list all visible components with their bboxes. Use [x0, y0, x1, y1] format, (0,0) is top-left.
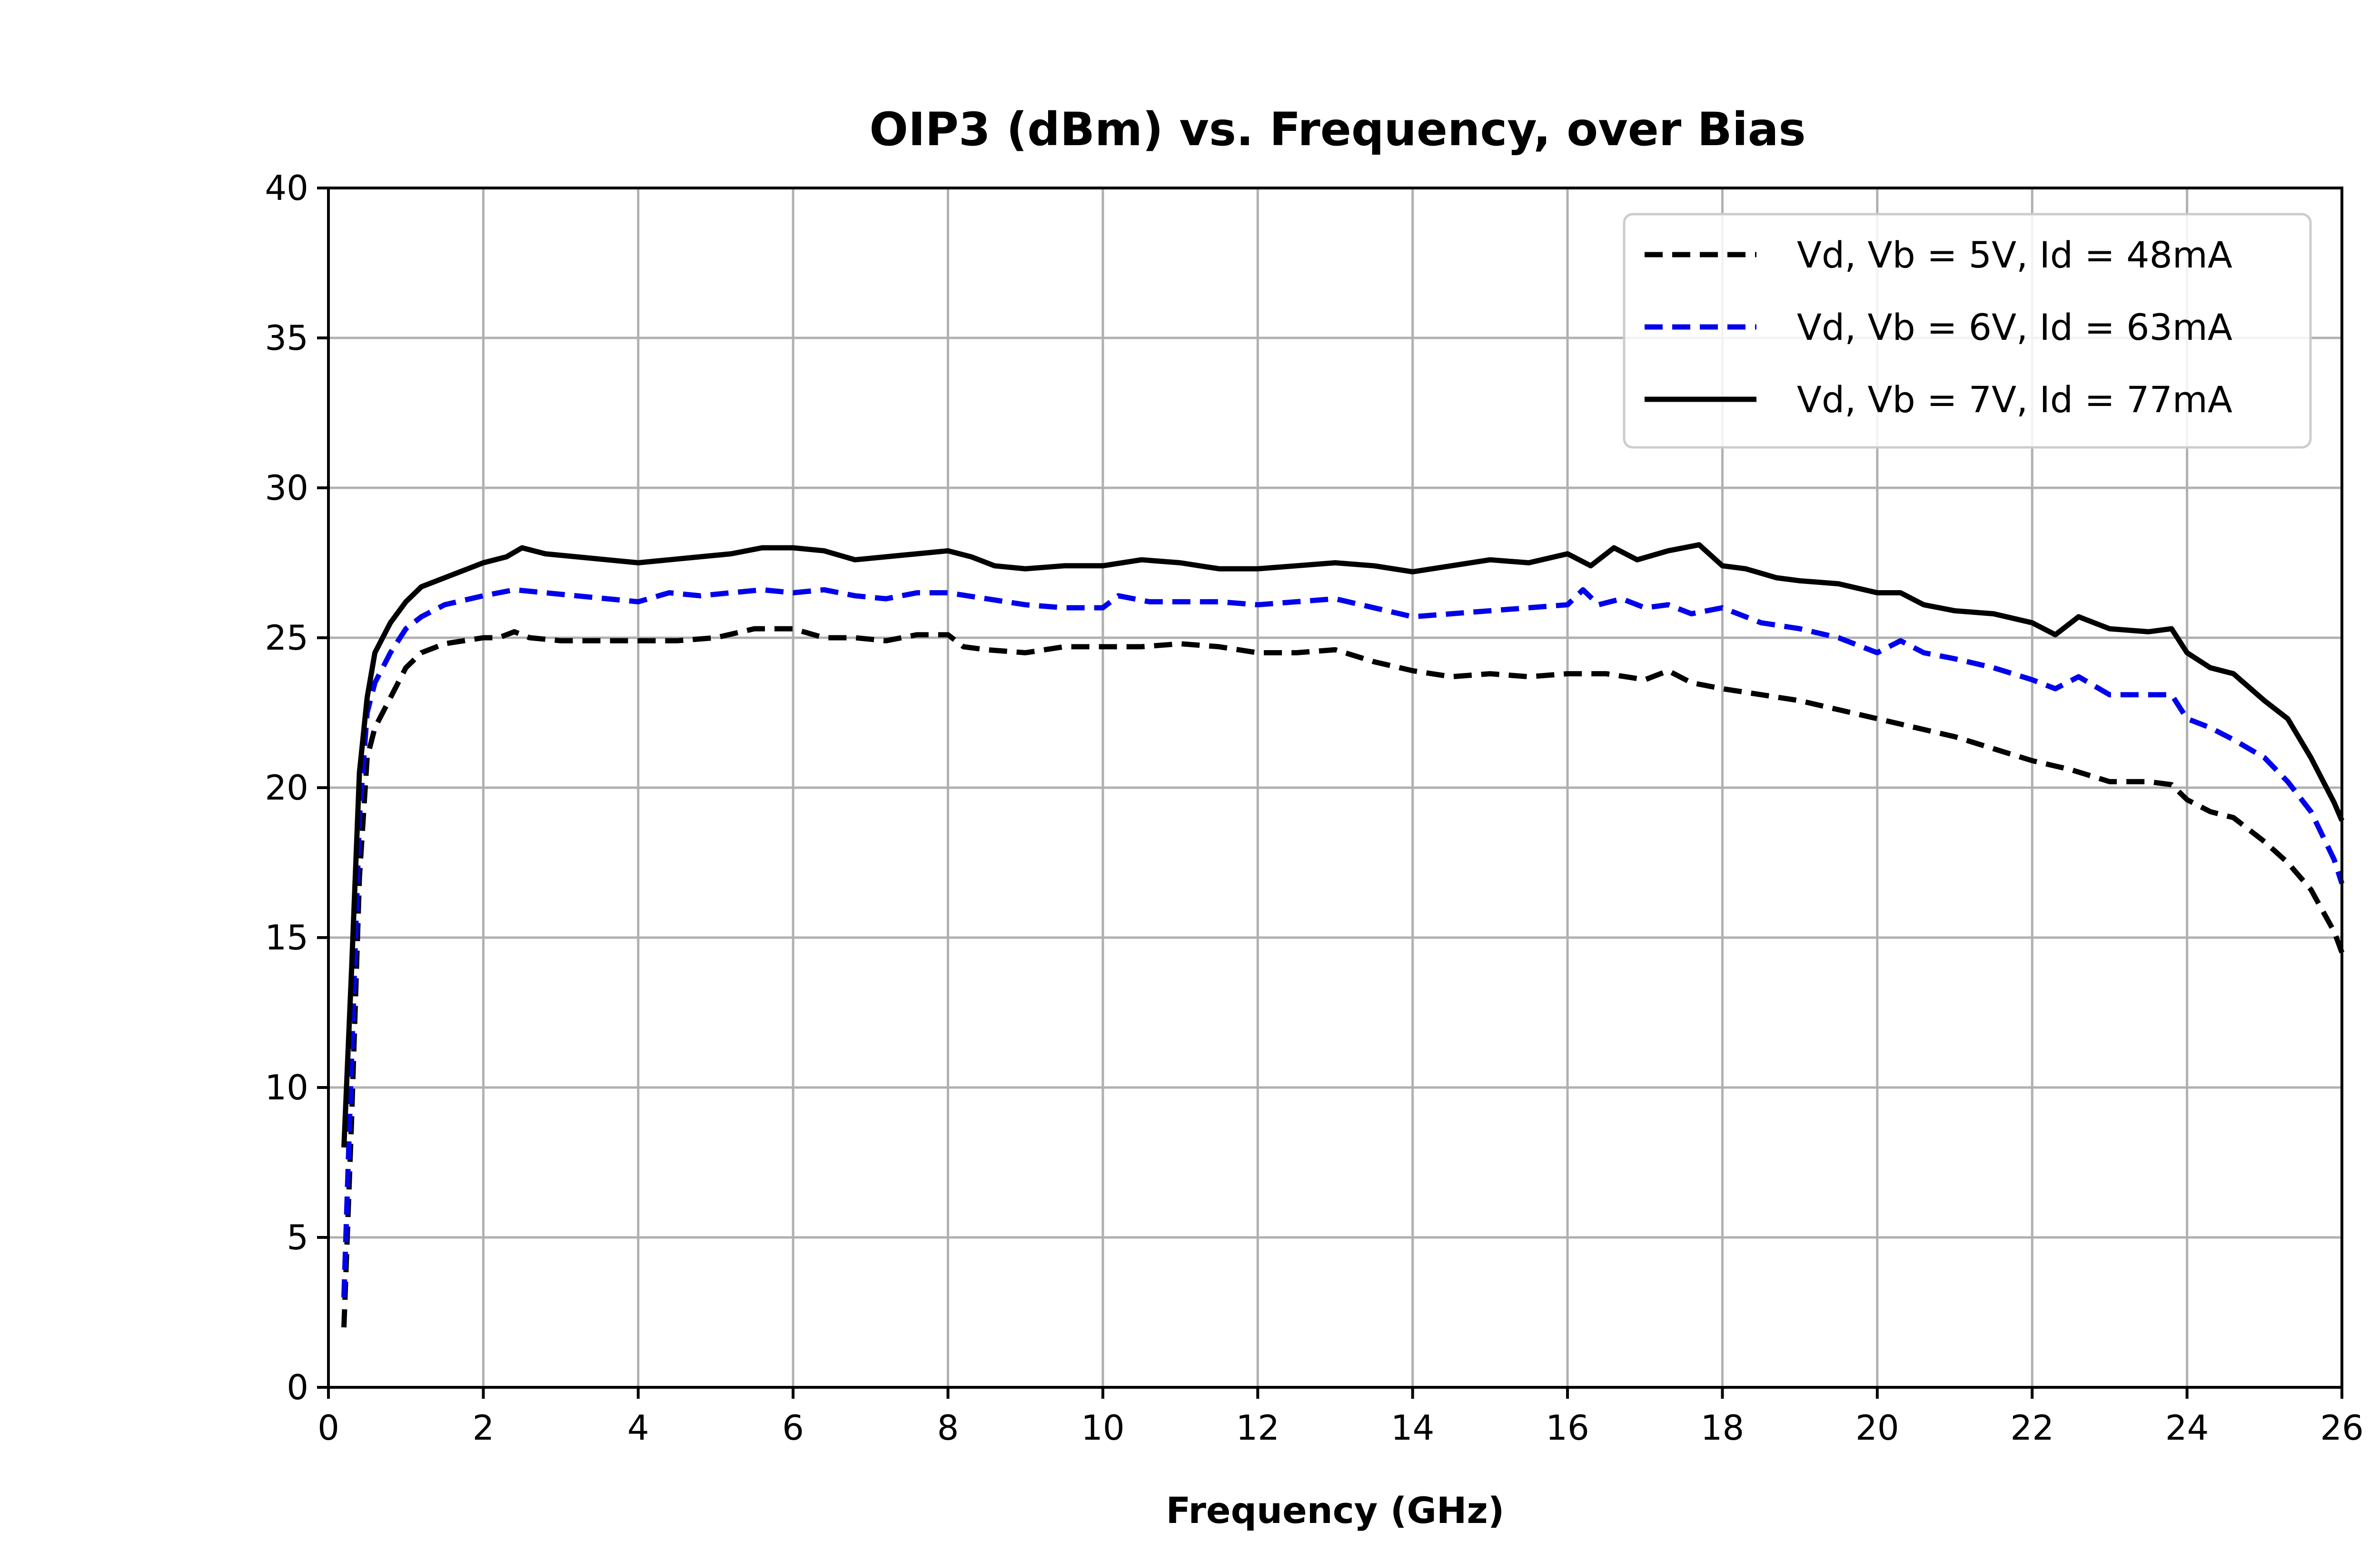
series-line-2 [341, 587, 2345, 1298]
x-tick-label: 24 [2165, 1408, 2209, 1448]
legend: Vd, Vb = 5V, Id = 48mA Vd, Vb = 6V, Id = … [1623, 213, 2312, 449]
legend-label-2: Vd, Vb = 6V, Id = 63mA [1797, 306, 2232, 348]
x-axis: 0 2 4 6 8 10 12 14 16 18 20 22 24 26 [317, 1387, 2364, 1448]
y-tick-label: 30 [265, 468, 308, 508]
series-line-1 [341, 626, 2345, 1328]
y-axis: 0 5 10 15 20 25 30 35 40 [265, 168, 328, 1407]
y-tick-label: 40 [265, 168, 308, 208]
series-line-3 [341, 542, 2345, 1148]
chart-title: OIP3 (dBm) vs. Frequency, over Bias [869, 103, 1805, 156]
x-tick-label: 8 [937, 1408, 959, 1448]
x-tick-label: 2 [472, 1408, 494, 1448]
y-tick-label: 35 [265, 318, 308, 358]
x-tick-label: 12 [1236, 1408, 1279, 1448]
x-tick-label: 22 [2010, 1408, 2054, 1448]
series-group [341, 542, 2345, 1328]
x-axis-label: Frequency (GHz) [1166, 1489, 1505, 1532]
y-tick-label: 10 [265, 1068, 308, 1107]
y-tick-label: 5 [287, 1217, 308, 1257]
x-tick-label: 4 [627, 1408, 649, 1448]
x-tick-label: 6 [782, 1408, 804, 1448]
legend-label-3: Vd, Vb = 7V, Id = 77mA [1797, 378, 2232, 421]
x-tick-label: 16 [1546, 1408, 1589, 1448]
x-tick-label: 18 [1701, 1408, 1745, 1448]
x-tick-label: 20 [1855, 1408, 1899, 1448]
x-tick-label: 0 [317, 1408, 339, 1448]
x-tick-label: 10 [1081, 1408, 1125, 1448]
y-tick-label: 0 [287, 1367, 308, 1407]
legend-box [1623, 213, 2312, 449]
y-tick-label: 20 [265, 768, 308, 808]
y-tick-label: 15 [265, 918, 308, 958]
y-tick-label: 25 [265, 618, 308, 658]
x-tick-label: 14 [1391, 1408, 1435, 1448]
legend-label-1: Vd, Vb = 5V, Id = 48mA [1797, 234, 2232, 276]
x-tick-label: 26 [2320, 1408, 2364, 1448]
